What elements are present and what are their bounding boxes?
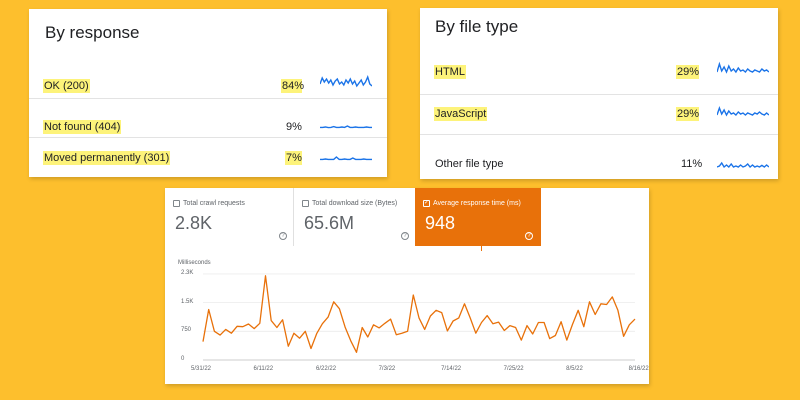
file-type-row-label: HTML bbox=[434, 65, 466, 79]
file-type-row-other[interactable]: Other file type 11% bbox=[420, 134, 778, 179]
response-row-label: Moved permanently (301) bbox=[43, 151, 171, 165]
file-type-sparkline-javascript bbox=[717, 105, 769, 117]
x-tick-label: 8/16/22 bbox=[628, 366, 649, 372]
response-row-ok[interactable]: OK (200) 84% bbox=[29, 61, 387, 107]
x-tick-label: 6/11/22 bbox=[253, 366, 274, 372]
file-type-row-percent: 11% bbox=[681, 158, 703, 170]
metric-value: 65.6M bbox=[304, 213, 355, 233]
response-row-moved[interactable]: Moved permanently (301) 7% bbox=[29, 137, 387, 177]
file-type-row-percent: 29% bbox=[676, 65, 700, 79]
metric-value: 948 bbox=[425, 213, 456, 233]
response-row-label: OK (200) bbox=[43, 79, 90, 93]
by-response-card: By response OK (200) 84% Not found (404)… bbox=[29, 9, 387, 177]
tile-divider bbox=[293, 188, 294, 246]
by-file-type-title: By file type bbox=[435, 17, 519, 36]
response-row-not-found[interactable]: Not found (404) 9% bbox=[29, 98, 387, 138]
help-icon[interactable]: ? bbox=[401, 232, 409, 240]
checkbox-checked[interactable]: ✓ bbox=[423, 200, 430, 207]
response-sparkline-ok bbox=[320, 74, 372, 88]
file-type-row-percent: 29% bbox=[676, 107, 700, 121]
x-tick-label: 7/25/22 bbox=[503, 366, 524, 372]
response-row-percent: 84% bbox=[281, 79, 305, 93]
y-tick-label: 750 bbox=[181, 327, 192, 334]
x-tick-label: 6/22/22 bbox=[316, 366, 337, 372]
metric-value: 2.8K bbox=[175, 213, 213, 233]
checkbox-unchecked[interactable] bbox=[302, 200, 309, 207]
file-type-row-javascript[interactable]: JavaScript 29% bbox=[420, 94, 778, 134]
help-icon[interactable]: ? bbox=[525, 232, 533, 240]
metric-label: Total crawl requests bbox=[183, 200, 245, 207]
by-file-type-card: By file type HTML 29% JavaScript 29% Oth… bbox=[420, 8, 778, 179]
file-type-row-label: Other file type bbox=[435, 158, 504, 170]
response-row-label: Not found (404) bbox=[43, 120, 122, 134]
x-tick-label: 7/14/22 bbox=[441, 366, 462, 372]
y-tick-label: 2.3K bbox=[181, 269, 194, 276]
sparkline-series bbox=[320, 74, 372, 88]
sparkline-series bbox=[320, 156, 372, 161]
response-row-percent: 7% bbox=[285, 151, 302, 165]
x-tick-label: 7/3/22 bbox=[378, 366, 396, 372]
response-sparkline-not-found bbox=[320, 125, 372, 129]
checkbox-unchecked[interactable] bbox=[173, 200, 180, 207]
file-type-sparkline-html bbox=[717, 61, 769, 74]
crawl-stats-card: Total crawl requests 2.8K ? Total downlo… bbox=[165, 188, 649, 384]
sparkline-series bbox=[717, 61, 769, 74]
selected-tile-indicator bbox=[481, 246, 482, 251]
response-sparkline-moved bbox=[320, 156, 372, 161]
series-line bbox=[202, 275, 636, 353]
metric-tile-crawl-requests[interactable]: Total crawl requests 2.8K ? bbox=[165, 188, 293, 246]
metric-label: Average response time (ms) bbox=[433, 200, 521, 207]
x-tick-label: 8/5/22 bbox=[566, 366, 583, 372]
file-type-sparkline-other bbox=[717, 161, 769, 169]
help-icon[interactable]: ? bbox=[279, 232, 287, 240]
metric-label: Total download size (Bytes) bbox=[312, 200, 398, 207]
file-type-row-html[interactable]: HTML 29% bbox=[420, 54, 778, 94]
sparkline-series bbox=[320, 125, 372, 129]
sparkline-series bbox=[717, 105, 769, 117]
metric-tile-header: Total download size (Bytes) bbox=[302, 200, 397, 207]
response-row-percent: 9% bbox=[286, 121, 302, 133]
x-tick-label: 5/31/22 bbox=[191, 366, 212, 372]
sparkline-series bbox=[717, 161, 769, 169]
metric-tile-download-size[interactable]: Total download size (Bytes) 65.6M ? bbox=[294, 188, 415, 246]
metric-tile-avg-response-time[interactable]: ✓ Average response time (ms) 948 ? bbox=[415, 188, 541, 246]
y-axis-title: Milliseconds bbox=[178, 260, 211, 266]
by-response-title: By response bbox=[45, 23, 140, 42]
metric-tile-header: Total crawl requests bbox=[173, 200, 245, 207]
y-tick-label: 0 bbox=[181, 356, 185, 362]
metric-tile-header: ✓ Average response time (ms) bbox=[423, 200, 521, 207]
y-tick-label: 1.5K bbox=[181, 298, 194, 305]
file-type-row-label: JavaScript bbox=[434, 107, 488, 121]
